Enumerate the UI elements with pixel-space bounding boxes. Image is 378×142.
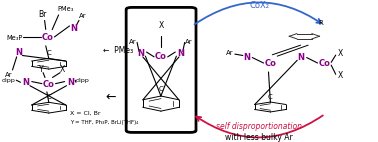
Text: R: R	[318, 20, 323, 26]
Text: X = Cl, Br: X = Cl, Br	[70, 111, 101, 116]
Text: Y = THF, Ph₃P, BrLi(THF)₄: Y = THF, Ph₃P, BrLi(THF)₄	[70, 120, 139, 125]
Text: Co: Co	[42, 33, 54, 42]
Text: N: N	[137, 49, 144, 58]
Text: N: N	[177, 49, 184, 58]
Text: Ar: Ar	[5, 72, 12, 78]
Text: dipp: dipp	[2, 78, 15, 83]
Text: X: X	[59, 65, 65, 74]
Text: Ar: Ar	[185, 39, 193, 45]
Text: X: X	[338, 49, 343, 58]
Text: Ar: Ar	[226, 50, 234, 56]
Text: Ar: Ar	[79, 13, 87, 19]
Text: Co: Co	[318, 59, 330, 68]
FancyBboxPatch shape	[126, 7, 196, 132]
Text: N: N	[23, 79, 29, 87]
Text: N: N	[70, 24, 77, 33]
Text: N: N	[67, 79, 74, 87]
Text: Me₃P: Me₃P	[6, 35, 23, 41]
Text: PMe₃: PMe₃	[57, 7, 74, 12]
Text: with less bulky Ar: with less bulky Ar	[225, 133, 293, 142]
Text: Br: Br	[39, 11, 47, 19]
Text: self disproportionation: self disproportionation	[216, 122, 302, 131]
Text: N: N	[297, 53, 304, 62]
Text: Y: Y	[39, 65, 43, 74]
Text: Co: Co	[155, 52, 167, 61]
Text: X: X	[338, 71, 343, 80]
Text: CoX₂: CoX₂	[249, 1, 269, 10]
Text: N: N	[15, 48, 22, 57]
Text: C: C	[158, 86, 163, 92]
Text: ←  PMe₃: ← PMe₃	[103, 46, 133, 55]
Text: C: C	[46, 50, 51, 56]
Text: X: X	[158, 21, 164, 30]
Text: ←: ←	[105, 90, 116, 103]
Text: dipp: dipp	[76, 78, 90, 83]
Text: N: N	[243, 53, 250, 62]
Text: C: C	[268, 94, 273, 100]
Text: Co: Co	[43, 80, 55, 89]
Text: C: C	[46, 94, 51, 100]
Text: Ar: Ar	[129, 39, 136, 45]
Text: Co: Co	[265, 59, 276, 68]
